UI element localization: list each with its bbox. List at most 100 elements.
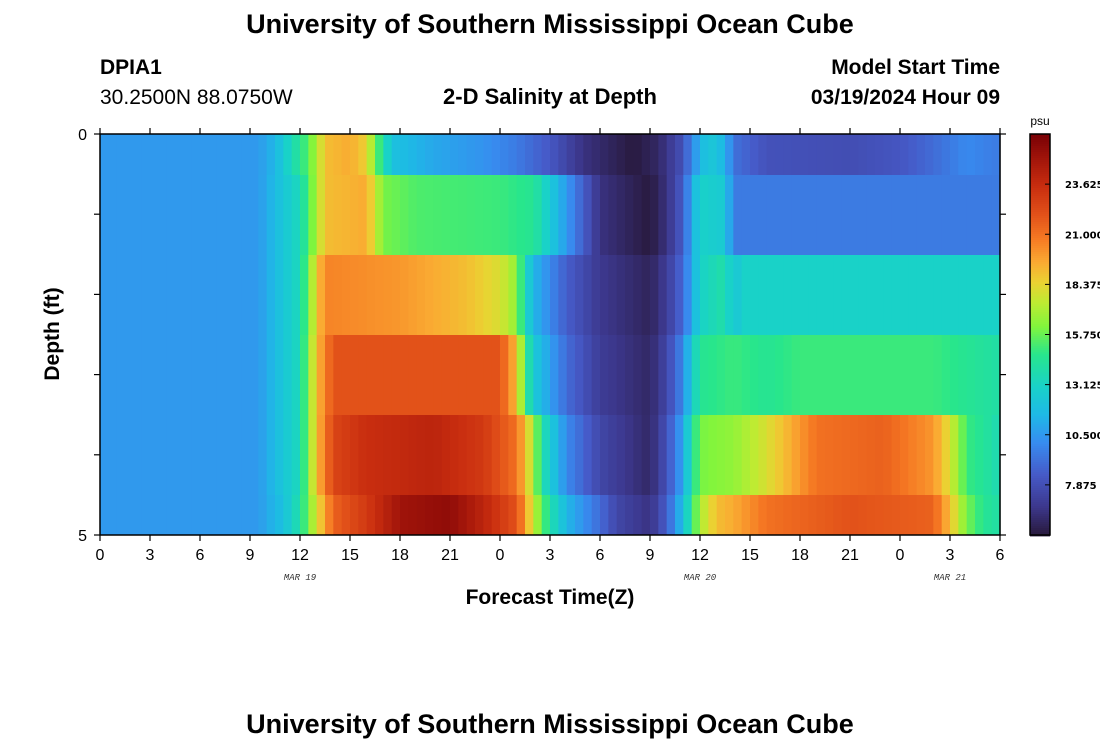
heatmap-cell xyxy=(708,495,718,535)
heatmap-cell xyxy=(925,335,934,415)
heatmap-cell xyxy=(533,335,543,415)
heatmap-cell xyxy=(191,335,201,415)
colorbar-segment xyxy=(1030,434,1050,437)
heatmap-cell xyxy=(775,175,784,255)
heatmap-cell xyxy=(225,175,234,255)
heatmap-cell xyxy=(275,175,284,255)
heatmap-cell xyxy=(825,415,834,495)
heatmap-cell xyxy=(750,415,759,495)
heatmap-cell xyxy=(800,495,809,535)
heatmap-cell xyxy=(283,415,293,495)
heatmap-cell xyxy=(708,335,718,415)
heatmap-cell xyxy=(241,335,251,415)
heatmap-cell xyxy=(225,335,234,415)
page-title: University of Southern Mississippi Ocean… xyxy=(246,9,854,39)
heatmap-cell xyxy=(933,415,943,495)
colorbar-segment xyxy=(1030,428,1050,431)
heatmap-cell xyxy=(258,415,268,495)
heatmap-cell xyxy=(975,255,984,335)
heatmap-cell xyxy=(175,335,184,415)
colorbar-segment xyxy=(1030,466,1050,469)
colorbar-segment xyxy=(1030,378,1050,381)
colorbar-segment xyxy=(1030,494,1050,497)
heatmap-cell xyxy=(383,335,393,415)
heatmap-cell xyxy=(408,495,418,535)
heatmap-cell xyxy=(358,175,368,255)
colorbar-segment xyxy=(1030,138,1050,141)
heatmap-cell xyxy=(741,255,751,335)
colorbar-segment xyxy=(1030,432,1050,435)
heatmap-cell xyxy=(391,495,401,535)
x-tick-label: 12 xyxy=(691,547,709,564)
colorbar-segment xyxy=(1030,192,1050,195)
heatmap-cell xyxy=(941,415,951,495)
colorbar-segment xyxy=(1030,508,1050,511)
heatmap-cell xyxy=(625,335,634,415)
heatmap-cell xyxy=(758,255,768,335)
colorbar-segment xyxy=(1030,422,1050,425)
heatmap-cell xyxy=(416,415,426,495)
heatmap-cell xyxy=(300,495,309,535)
heatmap-cell xyxy=(383,134,393,175)
colorbar-segment xyxy=(1030,344,1050,347)
heatmap-cell xyxy=(858,255,868,335)
heatmap-cell xyxy=(658,175,668,255)
heatmap-cell xyxy=(808,495,818,535)
heatmap-cell xyxy=(691,134,701,175)
heatmap-cell xyxy=(483,175,493,255)
heatmap-cell xyxy=(441,255,451,335)
heatmap-cell xyxy=(975,175,984,255)
heatmap-cell xyxy=(816,134,826,175)
colorbar-segment xyxy=(1030,484,1050,487)
heatmap-cell xyxy=(375,335,384,415)
heatmap-cell xyxy=(491,175,501,255)
colorbar-segment xyxy=(1030,406,1050,409)
x-axis-title: Forecast Time(Z) xyxy=(466,586,635,609)
heatmap-cell xyxy=(508,134,518,175)
colorbar-segment xyxy=(1030,388,1050,391)
colorbar-segment xyxy=(1030,186,1050,189)
model-start-time: 03/19/2024 Hour 09 xyxy=(810,86,1000,109)
heatmap-cell xyxy=(258,495,268,535)
heatmap-cell xyxy=(733,255,743,335)
heatmap-cell xyxy=(691,495,701,535)
heatmap-cell xyxy=(941,335,951,415)
heatmap-cell xyxy=(950,495,959,535)
heatmap-cell xyxy=(925,495,934,535)
heatmap-cell xyxy=(600,175,609,255)
heatmap-cell xyxy=(233,134,243,175)
colorbar-segment xyxy=(1030,196,1050,199)
heatmap-cell xyxy=(508,495,518,535)
colorbar-segment xyxy=(1030,166,1050,169)
heatmap-cell xyxy=(425,415,434,495)
heatmap-cell xyxy=(308,415,318,495)
colorbar-segment xyxy=(1030,442,1050,445)
colorbar-segment xyxy=(1030,356,1050,359)
heatmap-cell xyxy=(416,134,426,175)
y-tick-label: 5 xyxy=(78,528,87,545)
heatmap-cell xyxy=(816,335,826,415)
colorbar-segment xyxy=(1030,188,1050,191)
heatmap-cell xyxy=(916,255,926,335)
heatmap-cell xyxy=(608,175,618,255)
colorbar-segment xyxy=(1030,282,1050,285)
heatmap-cell xyxy=(925,175,934,255)
heatmap-cell xyxy=(558,134,568,175)
heatmap-cell xyxy=(300,134,309,175)
date-label: MAR 19 xyxy=(284,573,317,583)
colorbar-segment xyxy=(1030,158,1050,161)
heatmap-cell xyxy=(941,134,951,175)
heatmap-cell xyxy=(550,175,559,255)
heatmap-cell xyxy=(716,255,726,335)
heatmap-cell xyxy=(883,175,893,255)
heatmap-cell xyxy=(891,255,901,335)
heatmap-cell xyxy=(433,255,443,335)
colorbar-segment xyxy=(1030,416,1050,419)
heatmap-cell xyxy=(391,255,401,335)
heatmap-cell xyxy=(425,255,434,335)
heatmap-cell xyxy=(266,335,276,415)
heatmap-cell xyxy=(233,335,243,415)
heatmap-cell xyxy=(675,255,684,335)
heatmap-cell xyxy=(833,134,843,175)
colorbar-segment xyxy=(1030,386,1050,389)
